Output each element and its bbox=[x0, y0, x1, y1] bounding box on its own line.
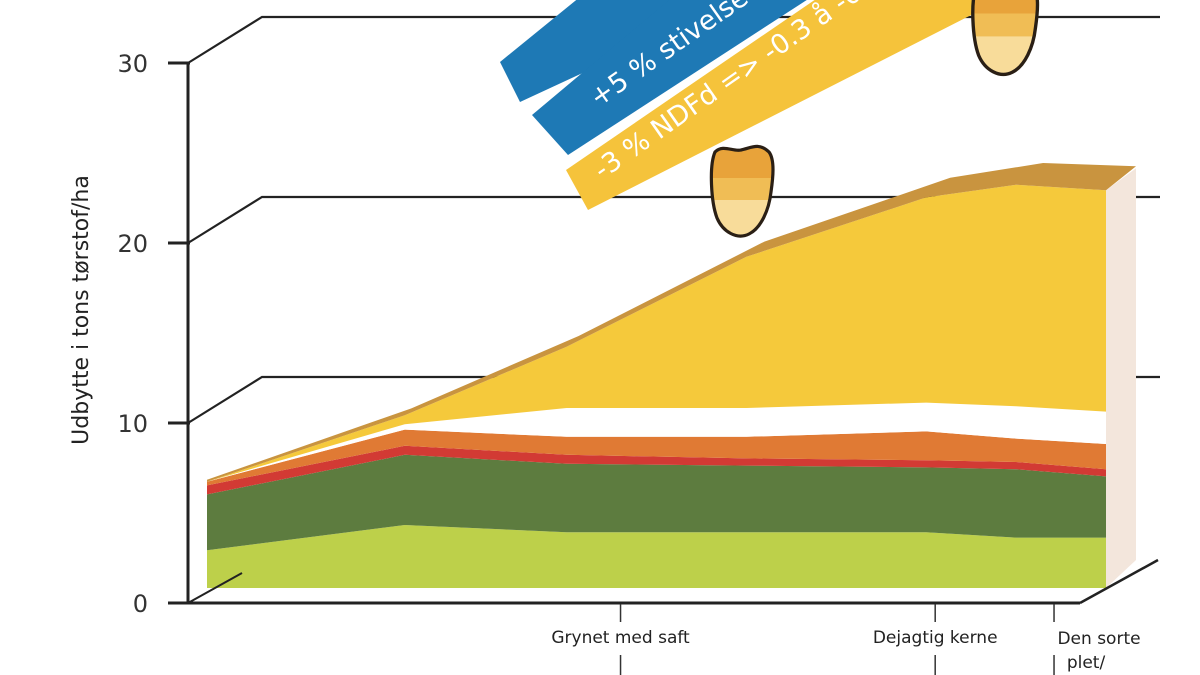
floor-edge bbox=[187, 572, 243, 604]
area-series bbox=[207, 429, 1106, 486]
area-layer bbox=[207, 184, 1106, 588]
corn-kernel-large bbox=[971, 0, 1040, 77]
y-tick-label: 0 bbox=[133, 590, 148, 618]
y-tick-label: 30 bbox=[117, 50, 148, 78]
side-panel bbox=[1106, 168, 1136, 588]
x-annotation-label: Dejagtig kerne bbox=[873, 628, 998, 648]
banner-shape bbox=[566, 0, 1001, 210]
top-edge bbox=[207, 163, 1136, 482]
banner-shape bbox=[532, 0, 807, 155]
y-axis-label: Udbytte i tons tørstof/ha bbox=[69, 175, 94, 445]
corn-kernel-small bbox=[709, 144, 775, 238]
y-tick-label: 20 bbox=[117, 230, 148, 258]
x-axis-depth bbox=[1079, 558, 1159, 605]
axis-layer: 0 10 20 30 Grynet med saft Dejagtig kerne Den … bbox=[117, 50, 1159, 675]
x-annotation-label: Grynet med saft bbox=[551, 628, 690, 648]
gridline bbox=[187, 195, 1160, 244]
x-annotation-label: plet/ bbox=[1067, 653, 1106, 673]
area-series bbox=[207, 454, 1106, 551]
x-annotation-label: Den sorte bbox=[1057, 629, 1140, 649]
banner-layer: +5 % stivelse =>-3 % NDFd => -0.3 å -0,6 bbox=[500, 0, 1001, 210]
area-series bbox=[207, 402, 1106, 482]
area-series bbox=[207, 184, 1106, 482]
y-tick-label: 10 bbox=[117, 410, 148, 438]
area-series bbox=[207, 525, 1106, 588]
